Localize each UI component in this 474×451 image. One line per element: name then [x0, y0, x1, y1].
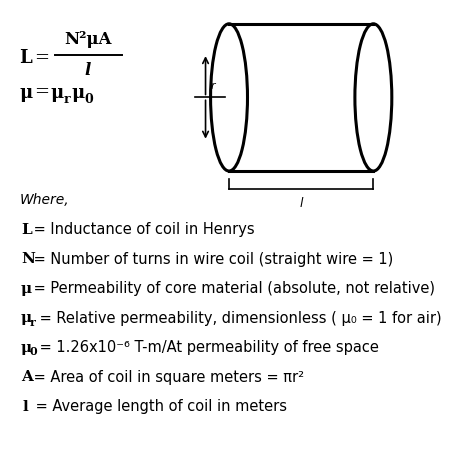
Text: r: r	[64, 93, 70, 106]
Text: = Inductance of coil in Henrys: = Inductance of coil in Henrys	[29, 222, 255, 237]
Text: = Permeability of core material (absolute, not relative): = Permeability of core material (absolut…	[29, 281, 435, 296]
Text: 0: 0	[29, 346, 37, 357]
Text: μ: μ	[50, 83, 64, 101]
Text: = 1.26x10⁻⁶ T-m/At permeability of free space: = 1.26x10⁻⁶ T-m/At permeability of free …	[35, 340, 379, 355]
Text: = Number of turns in wire coil (straight wire = 1): = Number of turns in wire coil (straight…	[29, 252, 393, 267]
Text: =: =	[35, 83, 49, 101]
Text: L: L	[21, 223, 32, 237]
Ellipse shape	[355, 24, 392, 171]
Text: 0: 0	[85, 93, 93, 106]
Text: N: N	[21, 253, 35, 267]
Text: = Area of coil in square meters = πr²: = Area of coil in square meters = πr²	[29, 370, 304, 385]
Text: = Average length of coil in meters: = Average length of coil in meters	[31, 399, 287, 414]
Text: r: r	[210, 81, 215, 91]
Text: μ: μ	[21, 341, 32, 354]
Text: μ: μ	[19, 83, 33, 101]
Text: L: L	[19, 49, 32, 67]
Text: r: r	[29, 317, 35, 328]
Text: μ: μ	[71, 83, 84, 101]
Text: μ: μ	[21, 282, 32, 296]
Text: l: l	[85, 62, 91, 79]
Polygon shape	[229, 24, 374, 171]
Text: A: A	[21, 370, 33, 384]
Text: μ: μ	[21, 311, 32, 325]
Text: = Relative permeability, dimensionless ( μ₀ = 1 for air): = Relative permeability, dimensionless (…	[35, 311, 442, 326]
Text: =: =	[35, 49, 49, 67]
Text: N²μA: N²μA	[64, 31, 112, 48]
Text: l: l	[300, 197, 303, 210]
Text: l: l	[23, 400, 28, 414]
Text: Where,: Where,	[19, 193, 69, 207]
